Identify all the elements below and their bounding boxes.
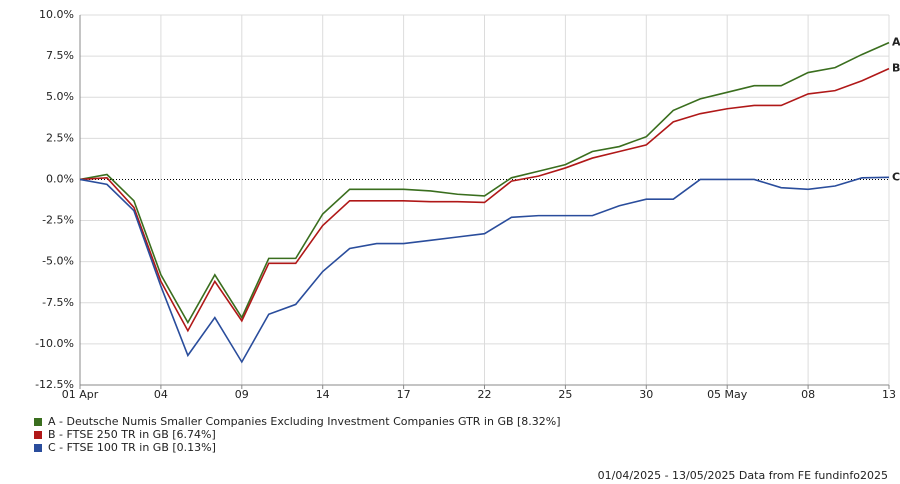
series-line	[79, 176, 890, 364]
end-label: B	[892, 62, 900, 75]
x-tick-label: 13	[882, 388, 896, 401]
x-tick-label: 01 Apr	[62, 388, 99, 401]
y-tick-label: -12.5%	[35, 378, 74, 391]
series-line	[79, 67, 890, 333]
x-tick-label: 30	[639, 388, 653, 401]
x-tick-label: 04	[154, 388, 168, 401]
y-tick-label: -7.5%	[42, 296, 74, 309]
x-tick-label: 22	[478, 388, 492, 401]
legend-swatch	[34, 418, 42, 426]
y-tick-label: 2.5%	[46, 131, 74, 144]
end-label: A	[892, 36, 900, 49]
y-tick-label: 0.0%	[46, 172, 74, 185]
footer: 01/04/2025 - 13/05/2025 Data from FE fun…	[598, 469, 888, 482]
legend-swatch	[34, 431, 42, 439]
y-tick-label: 7.5%	[46, 49, 74, 62]
x-tick-label: 17	[397, 388, 411, 401]
legend-label: B - FTSE 250 TR in GB [6.74%]	[48, 428, 216, 441]
series-line	[79, 41, 890, 325]
y-tick-label: -10.0%	[35, 337, 74, 350]
y-tick-label: 10.0%	[39, 8, 74, 21]
legend-label: A - Deutsche Numis Smaller Companies Exc…	[48, 415, 561, 428]
x-tick-label: 25	[558, 388, 572, 401]
legend-label: C - FTSE 100 TR in GB [0.13%]	[48, 441, 216, 454]
x-tick-label: 05 May	[707, 388, 748, 401]
y-tick-label: 5.0%	[46, 90, 74, 103]
legend-swatch	[34, 444, 42, 452]
x-tick-label: 08	[801, 388, 815, 401]
x-tick-label: 14	[316, 388, 330, 401]
y-tick-label: -2.5%	[42, 214, 74, 227]
y-tick-label: -5.0%	[42, 255, 74, 268]
x-tick-label: 09	[235, 388, 249, 401]
end-label: C	[892, 170, 900, 183]
